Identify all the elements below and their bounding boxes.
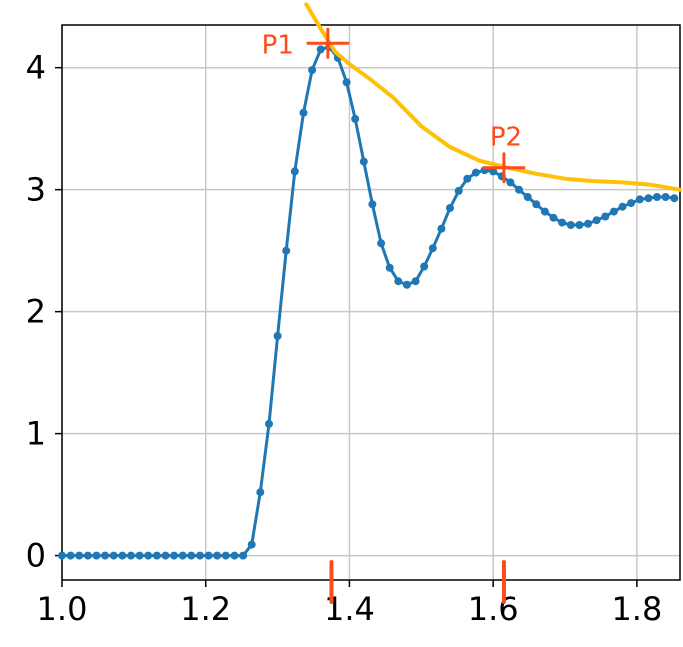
data-point <box>402 280 411 289</box>
data-point <box>83 551 92 560</box>
data-point <box>368 200 377 209</box>
data-point <box>411 277 420 286</box>
data-point <box>653 193 661 201</box>
data-point <box>256 488 265 497</box>
data-point <box>385 263 394 272</box>
data-point <box>644 194 653 203</box>
data-point <box>265 419 273 428</box>
data-point <box>523 193 532 201</box>
data-point <box>549 213 558 222</box>
data-point <box>187 551 196 560</box>
x-tick-label: 1.6 <box>468 590 519 628</box>
data-point <box>230 551 239 560</box>
data-point <box>66 551 75 560</box>
data-point <box>394 277 403 286</box>
x-tick-label: 1.0 <box>37 590 88 628</box>
data-point <box>609 207 618 216</box>
data-point <box>247 540 256 549</box>
data-point <box>661 193 670 201</box>
data-point <box>635 195 644 204</box>
data-point <box>170 551 179 560</box>
data-point <box>282 246 291 255</box>
data-point <box>601 212 610 221</box>
data-point <box>92 551 101 560</box>
data-point <box>316 45 325 54</box>
data-point <box>144 551 153 560</box>
data-point <box>118 551 127 560</box>
series-layer <box>58 43 679 560</box>
data-point <box>58 551 66 560</box>
data-point <box>454 186 463 195</box>
grid <box>61 25 680 580</box>
y-tick-label: 4 <box>26 49 46 87</box>
data-point <box>204 551 213 560</box>
y-tick-label: 1 <box>26 415 46 453</box>
data-point <box>618 202 627 211</box>
data-point <box>359 157 368 166</box>
data-point <box>161 551 170 560</box>
data-point <box>428 244 437 253</box>
data-point <box>152 551 161 560</box>
data-point <box>446 204 454 212</box>
data-point <box>670 194 679 203</box>
annotation-layer: P1 P2 <box>262 2 682 604</box>
data-point <box>532 200 541 209</box>
y-tick-label: 0 <box>26 537 46 575</box>
data-point <box>213 551 222 560</box>
data-point <box>489 167 498 176</box>
plot-frame <box>61 24 681 581</box>
data-point <box>377 239 386 248</box>
x-tick-label: 1.2 <box>180 590 231 628</box>
data-point <box>471 168 480 177</box>
data-point <box>437 224 446 233</box>
data-point <box>273 332 282 340</box>
data-point <box>135 551 144 560</box>
data-point <box>351 114 360 123</box>
data-point <box>342 78 351 87</box>
y-tick-label: 2 <box>26 293 46 331</box>
data-point <box>558 218 567 227</box>
data-point <box>592 216 601 225</box>
data-point <box>540 207 549 216</box>
data-point <box>109 551 118 560</box>
data-point <box>506 178 515 187</box>
envelope-curve <box>304 2 682 192</box>
data-point <box>515 185 523 194</box>
data-point <box>299 108 308 117</box>
x-tick-label: 1.8 <box>611 590 662 628</box>
data-point <box>196 551 204 560</box>
data-point <box>290 167 299 176</box>
peak-label: P2 <box>490 123 522 153</box>
data-point <box>221 551 230 560</box>
data-point <box>239 551 248 560</box>
data-point <box>627 199 636 208</box>
data-point <box>178 551 187 560</box>
data-point <box>584 219 592 228</box>
data-point <box>308 66 317 75</box>
data-point <box>566 221 575 229</box>
data-point <box>463 174 472 183</box>
data-point <box>575 221 584 229</box>
series-line <box>62 45 675 558</box>
data-point <box>127 551 135 560</box>
data-point <box>75 551 84 560</box>
data-point <box>420 262 429 271</box>
peak-label: P1 <box>262 30 294 60</box>
data-point <box>101 551 110 560</box>
y-tick-label: 3 <box>26 171 46 209</box>
